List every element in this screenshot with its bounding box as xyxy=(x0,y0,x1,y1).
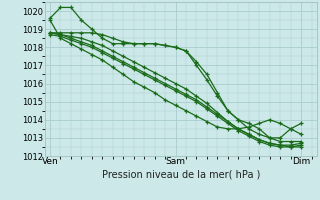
X-axis label: Pression niveau de la mer( hPa ): Pression niveau de la mer( hPa ) xyxy=(102,169,260,179)
